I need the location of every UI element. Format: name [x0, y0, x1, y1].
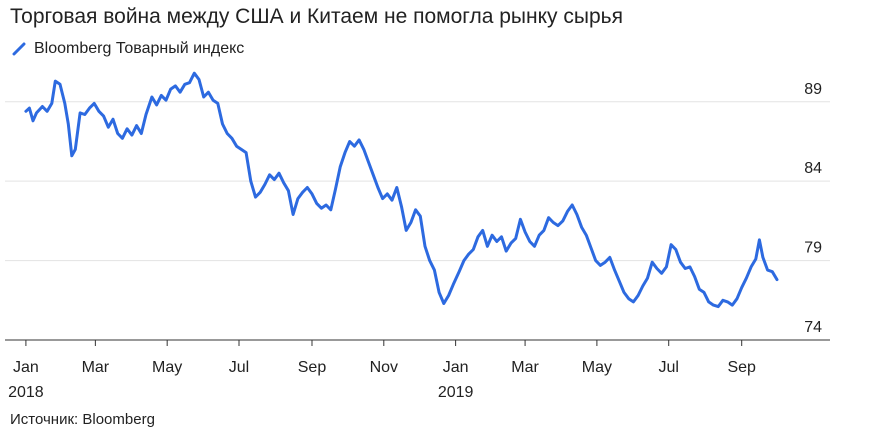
legend: Bloomberg Товарный индекс — [12, 40, 244, 58]
x-tick-label-6: Jan — [443, 359, 469, 376]
x-tick-label-7: Mar — [511, 359, 539, 376]
x-tick-label-3: Jul — [229, 359, 249, 376]
x-tick-label-8: May — [582, 359, 612, 376]
x-tick-label-1: Mar — [82, 359, 110, 376]
x-tick-label-0: Jan — [13, 359, 39, 376]
x-tick-label-10: Sep — [727, 359, 756, 376]
y-tick-label-79: 79 — [804, 240, 822, 257]
x-tick-label-2: May — [152, 359, 182, 376]
x-tick-label-5: Nov — [370, 359, 398, 376]
chart-title: Торговая война между США и Китаем не пом… — [10, 5, 623, 28]
y-tick-label-89: 89 — [804, 81, 822, 98]
series-line-0 — [24, 71, 779, 309]
x-tick-label-4: Sep — [298, 359, 327, 376]
legend-series-name: Bloomberg Товарный индекс — [34, 40, 245, 57]
y-tick-label-74: 74 — [804, 319, 822, 336]
x-tick-label-9: Jul — [658, 359, 678, 376]
legend-line-icon — [12, 42, 26, 56]
source-note: Источник: Bloomberg — [10, 411, 155, 428]
y-tick-label-84: 84 — [804, 160, 822, 177]
x-tick-sublabel-6: 2019 — [438, 384, 474, 401]
x-tick-sublabel-0: 2018 — [8, 384, 44, 401]
